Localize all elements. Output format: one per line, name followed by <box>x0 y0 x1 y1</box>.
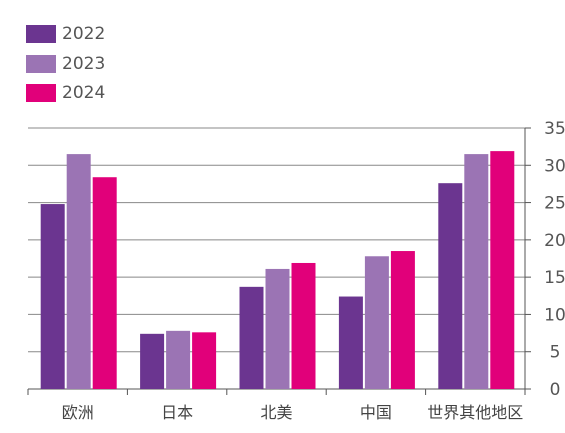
bar-2022-4 <box>438 183 463 389</box>
x-category-label: 中国 <box>360 403 392 422</box>
bar-2023-3 <box>364 256 389 389</box>
y-tick-label: 30 <box>544 156 565 176</box>
bar-2024-1 <box>192 332 217 389</box>
y-tick-label: 10 <box>544 305 565 325</box>
bar-2022-2 <box>239 286 264 389</box>
legend-item-2023: 2023 <box>26 54 105 74</box>
y-tick-label: 15 <box>544 268 565 288</box>
legend-swatch-2024 <box>26 84 56 102</box>
y-tick-label: 0 <box>550 380 561 400</box>
legend-label-2022: 2022 <box>62 24 106 44</box>
bar-2023-4 <box>464 154 489 389</box>
bar-2024-2 <box>291 262 316 389</box>
y-tick-label: 20 <box>544 231 565 251</box>
y-tick-label: 5 <box>550 343 561 363</box>
bar-2023-1 <box>166 330 191 389</box>
legend-swatch-2022 <box>26 25 56 43</box>
x-category-label: 世界其他地区 <box>427 403 523 422</box>
x-category-label: 北美 <box>260 403 292 422</box>
x-category-label: 日本 <box>161 403 193 422</box>
y-tick-label: 35 <box>544 119 565 139</box>
legend-swatch-2023 <box>26 55 56 73</box>
legend-label-2024: 2024 <box>62 83 106 103</box>
y-tick-label: 25 <box>544 194 565 214</box>
legend-label-2023: 2023 <box>62 54 106 74</box>
bar-2024-4 <box>490 151 515 389</box>
bar-2024-0 <box>92 177 117 389</box>
bar-2024-3 <box>390 251 415 389</box>
legend-item-2024: 2024 <box>26 83 105 103</box>
bar-2022-1 <box>140 333 165 389</box>
bar-2022-3 <box>338 296 363 389</box>
x-category-label: 欧洲 <box>62 403 94 422</box>
bar-2023-0 <box>66 154 91 389</box>
legend-item-2022: 2022 <box>26 24 105 44</box>
bar-2023-2 <box>265 268 290 389</box>
bar-2022-0 <box>40 204 65 389</box>
